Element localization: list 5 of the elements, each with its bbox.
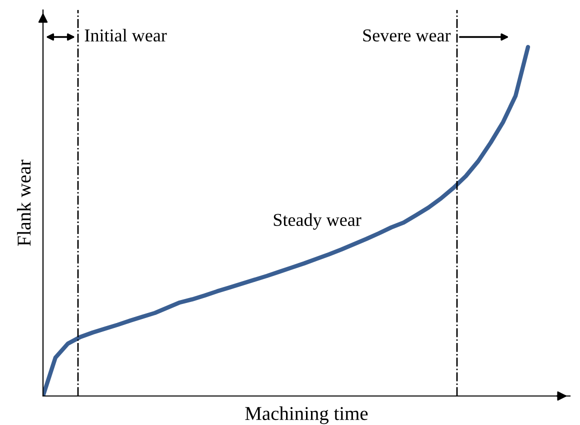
x-axis-title: Machining time: [245, 406, 368, 424]
text: Initial wear: [84, 28, 167, 42]
annotation: Steady wear: [274, 213, 362, 230]
text: Severe wear: [363, 29, 451, 42]
y-axis-title: Flank wear: [17, 160, 31, 246]
